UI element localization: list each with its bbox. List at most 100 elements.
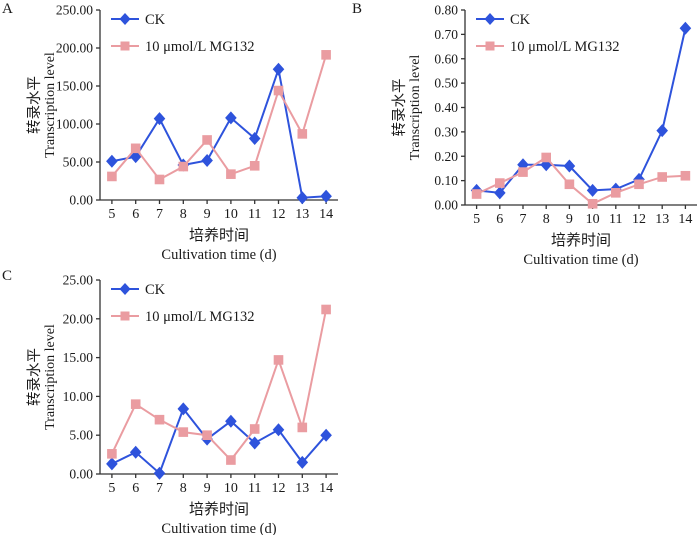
legend-item: 10 μmol/L MG132: [111, 39, 255, 55]
legend: CK 10 μmol/L MG132: [111, 12, 255, 55]
data-point-marker: [202, 135, 212, 145]
series-line: [476, 156, 686, 205]
data-point-marker: [611, 188, 621, 198]
x-tick-label: 8: [180, 207, 187, 222]
panel-a-label: A: [2, 1, 13, 17]
x-tick-label: 14: [319, 207, 333, 222]
legend-marker-icon: [119, 13, 131, 25]
data-point-marker: [518, 167, 528, 177]
y-tick-label: 10.00: [63, 389, 94, 404]
data-point-marker: [495, 178, 505, 188]
y-axis-title-en: Transcription level: [43, 52, 58, 158]
data-point-marker: [153, 466, 166, 480]
x-tick-label: 13: [295, 207, 309, 222]
data-point-marker: [130, 143, 141, 154]
y-tick-label: 150.00: [56, 79, 93, 94]
x-tick-label: 11: [248, 207, 261, 222]
y-tick-label: 20.00: [63, 311, 94, 326]
chart-c-plot: 0.00 5.00 10.00 15.00 20.00 25.00 5 6 7 8 9 10 11 12 1…: [26, 273, 338, 535]
legend-label: CK: [145, 12, 166, 28]
x-tick-label: 13: [295, 481, 309, 496]
data-point-marker: [248, 131, 261, 145]
data-point-marker: [680, 170, 691, 181]
data-point-marker: [129, 445, 142, 459]
x-tick-label: 9: [566, 212, 573, 227]
x-axis-title-en: Cultivation time (d): [523, 252, 638, 268]
x-tick-label: 11: [609, 212, 622, 227]
x-axis-title-en: Cultivation time (d): [161, 247, 276, 263]
data-point-marker: [249, 424, 260, 434]
data-point-marker: [154, 414, 165, 425]
data-point-marker: [177, 402, 190, 416]
data-point-marker: [297, 129, 308, 139]
y-tick-label: 200.00: [56, 41, 93, 56]
y-tick-label: 0.00: [69, 467, 93, 482]
data-point-marker: [248, 436, 261, 450]
x-tick-label: 8: [543, 212, 550, 227]
x-tick-label: 6: [496, 212, 503, 227]
legend-label: CK: [510, 12, 531, 28]
legend-marker-icon: [120, 41, 130, 51]
data-point-marker: [154, 174, 165, 185]
data-point-marker: [226, 455, 236, 465]
data-point-marker: [202, 430, 212, 440]
legend: CK 10 μmol/L MG132: [111, 282, 255, 325]
x-tick-label: 12: [272, 481, 286, 496]
data-point-marker: [634, 179, 644, 190]
series-line: [476, 28, 687, 194]
x-tick-label: 5: [108, 481, 115, 496]
data-point-marker: [296, 455, 309, 469]
series-line: [111, 65, 327, 199]
x-tick-label: 8: [180, 481, 187, 496]
x-axis-title-zh: 培养时间: [189, 227, 249, 244]
legend-item: CK: [476, 12, 531, 28]
x-tick-label: 10: [224, 207, 238, 222]
x-axis-title-zh: 培养时间: [551, 232, 611, 249]
chart-panel-c: 0.00 5.00 10.00 15.00 20.00 25.00 5 6 7 8 9 10 11 12 1…: [0, 267, 350, 535]
data-point-marker: [178, 161, 189, 172]
y-tick-label: 0.00: [434, 198, 458, 213]
data-point-marker: [657, 172, 667, 182]
legend-item: 10 μmol/L MG132: [111, 309, 255, 325]
legend-item: CK: [111, 282, 166, 298]
legend: CK 10 μmol/L MG132: [476, 12, 620, 55]
legend-marker-icon: [119, 283, 131, 295]
y-tick-label: 0.00: [69, 193, 93, 208]
data-point-marker: [107, 449, 117, 459]
legend-item: CK: [111, 12, 166, 28]
series-mg132: [471, 152, 691, 209]
data-point-marker: [541, 152, 551, 163]
data-point-marker: [225, 111, 237, 125]
x-tick-label: 14: [319, 481, 333, 496]
y-tick-label: 0.50: [434, 76, 458, 91]
data-point-marker: [273, 85, 284, 96]
chart-a-plot: 0.00 50.00 100.00 150.00 200.00 250.00 5 6 7 8 9 10…: [26, 3, 338, 263]
y-tick-label: 25.00: [63, 273, 94, 288]
x-tick-label: 5: [108, 207, 115, 222]
y-tick-label: 15.00: [63, 350, 94, 365]
data-point-marker: [249, 161, 260, 171]
series-mg132: [107, 304, 331, 465]
legend-label: CK: [145, 282, 166, 298]
y-tick-label: 50.00: [63, 155, 94, 170]
y-axis-title-zh: 转录水平: [391, 79, 408, 137]
y-tick-label: 0.40: [434, 100, 458, 115]
legend-label: 10 μmol/L MG132: [145, 39, 255, 55]
data-point-marker: [321, 50, 331, 60]
legend-marker-icon: [485, 41, 495, 51]
data-point-marker: [297, 422, 308, 433]
data-point-marker: [272, 62, 285, 76]
legend-label: 10 μmol/L MG132: [510, 39, 620, 55]
data-point-marker: [494, 186, 506, 200]
y-tick-label: 0.60: [434, 51, 458, 66]
y-axis-title-en: Transcription level: [43, 324, 58, 430]
data-point-marker: [226, 169, 236, 179]
x-tick-label: 5: [473, 212, 480, 227]
x-tick-label: 11: [248, 481, 261, 496]
panel-b-label: B: [352, 1, 363, 17]
data-point-marker: [321, 304, 331, 315]
legend-item: 10 μmol/L MG132: [476, 39, 620, 55]
data-point-marker: [564, 179, 575, 190]
data-point-marker: [586, 183, 599, 197]
data-point-marker: [296, 191, 309, 205]
